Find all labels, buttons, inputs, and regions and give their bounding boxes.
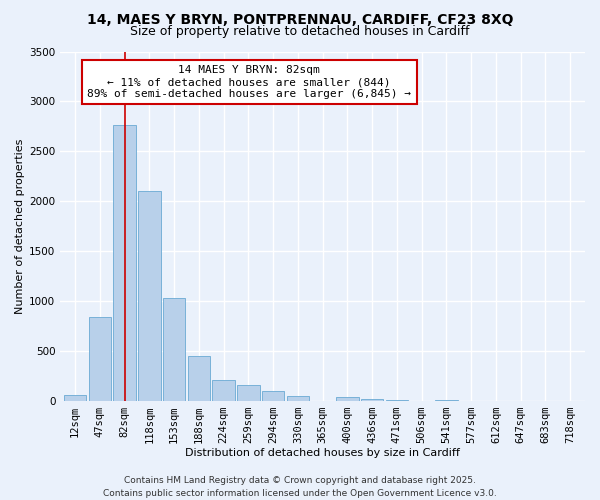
Bar <box>113 126 136 401</box>
Bar <box>163 298 185 401</box>
Bar <box>138 192 161 401</box>
Bar <box>361 400 383 401</box>
Text: Size of property relative to detached houses in Cardiff: Size of property relative to detached ho… <box>130 25 470 38</box>
Bar <box>89 317 111 401</box>
Bar <box>64 396 86 401</box>
X-axis label: Distribution of detached houses by size in Cardiff: Distribution of detached houses by size … <box>185 448 460 458</box>
Bar <box>287 396 309 401</box>
Bar <box>237 386 260 401</box>
Y-axis label: Number of detached properties: Number of detached properties <box>15 138 25 314</box>
Bar <box>212 380 235 401</box>
Bar <box>386 400 408 401</box>
Text: 14, MAES Y BRYN, PONTPRENNAU, CARDIFF, CF23 8XQ: 14, MAES Y BRYN, PONTPRENNAU, CARDIFF, C… <box>87 12 513 26</box>
Text: Contains HM Land Registry data © Crown copyright and database right 2025.
Contai: Contains HM Land Registry data © Crown c… <box>103 476 497 498</box>
Bar <box>262 392 284 401</box>
Bar <box>188 356 210 401</box>
Text: 14 MAES Y BRYN: 82sqm
← 11% of detached houses are smaller (844)
89% of semi-det: 14 MAES Y BRYN: 82sqm ← 11% of detached … <box>87 66 411 98</box>
Bar <box>336 398 359 401</box>
